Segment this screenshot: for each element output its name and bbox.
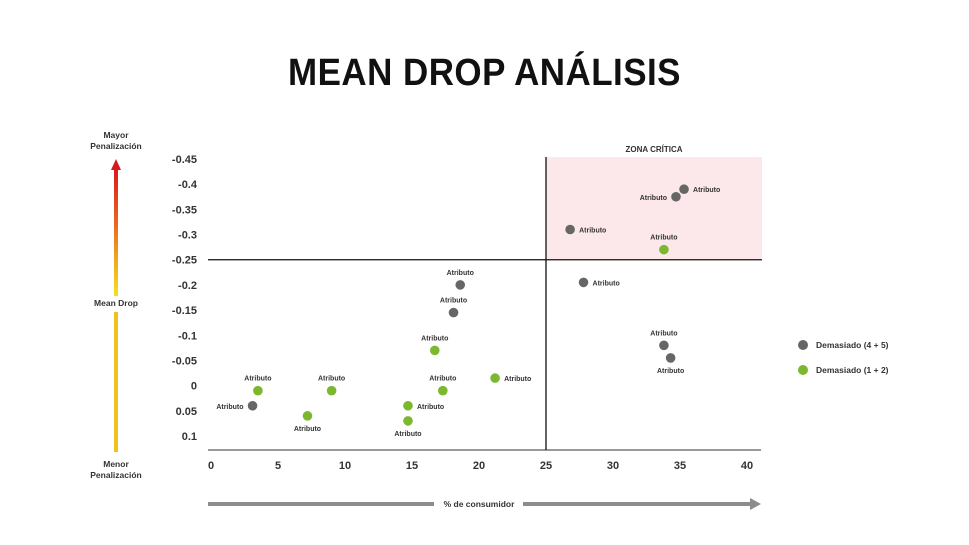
x-tick-label: 25 (540, 460, 552, 472)
point-label: Atributo (417, 404, 444, 411)
data-point-green (429, 345, 440, 356)
point-label: Atributo (593, 280, 620, 287)
x-tick-label: 35 (674, 460, 686, 472)
y-tick-label: -0.15 (172, 305, 197, 317)
data-point-green (438, 385, 448, 396)
legend: Demasiado (4 + 5) Demasiado (1 + 2) (798, 340, 889, 375)
point-label: Atributo (244, 376, 271, 383)
arrow-up-icon (111, 159, 121, 170)
y-tick-label: -0.2 (178, 280, 197, 292)
data-point-green (403, 416, 413, 426)
scale-top-label-line1: Mayor (103, 130, 129, 140)
point-label: Atributo (429, 376, 456, 383)
y-tick-label: -0.35 (172, 204, 197, 216)
x-tick-label: 40 (741, 460, 753, 472)
arrow-right-icon (750, 498, 761, 510)
data-point-green (659, 244, 669, 255)
point-label: Atributo (294, 426, 321, 433)
point-label: Atributo (650, 235, 677, 242)
critical-zone (546, 157, 762, 260)
data-point-green (490, 373, 500, 383)
data-point-dark (448, 307, 459, 318)
y-tick-label: 0.1 (182, 431, 197, 443)
x-tick-label: 20 (473, 460, 485, 472)
data-point-green (326, 385, 337, 396)
y-tick-label: -0.25 (172, 255, 197, 267)
data-point-dark (565, 224, 575, 235)
page-title: MEAN DROP ANÁLISIS (288, 52, 681, 94)
point-label: Atributo (693, 187, 720, 194)
data-points: Atributo Atributo Atributo Atributo Atributo… (216, 184, 720, 438)
point-label: Atributo (318, 376, 345, 383)
scale-arrow-upper (114, 168, 118, 296)
data-point-dark (578, 277, 589, 288)
data-point-dark (665, 353, 676, 363)
y-tick-label: -0.45 (172, 154, 197, 166)
point-label: Atributo (504, 376, 531, 383)
data-point-dark (455, 280, 466, 290)
x-tick-label: 15 (406, 460, 418, 472)
legend-marker-green (798, 365, 808, 375)
data-point-dark (659, 340, 669, 351)
x-tick-label: 0 (208, 460, 214, 472)
x-caption-arrow-left (208, 502, 434, 506)
legend-label-dark: Demasiado (4 + 5) (816, 340, 889, 350)
legend-label-green: Demasiado (1 + 2) (816, 365, 889, 375)
y-tick-label: -0.4 (178, 179, 198, 191)
point-label: Atributo (640, 195, 667, 202)
data-point-green (253, 385, 263, 396)
point-label: Atributo (579, 228, 606, 235)
y-tick-label: 0 (191, 381, 197, 393)
data-point-dark (247, 400, 258, 411)
y-tick-label: 0.05 (176, 406, 197, 418)
point-label: Atributo (216, 404, 243, 411)
x-tick-labels: 0 5 10 15 20 25 30 35 40 (208, 460, 753, 472)
data-point-dark (679, 184, 689, 195)
scale-arrow-lower (114, 312, 118, 452)
x-tick-label: 10 (339, 460, 351, 472)
point-label: Atributo (421, 335, 448, 342)
point-label: Atributo (447, 270, 474, 277)
x-axis-caption: % de consumidor (444, 499, 516, 509)
point-label: Atributo (440, 298, 467, 305)
point-label: Atributo (650, 330, 677, 337)
x-caption-arrow-right (523, 502, 751, 506)
x-tick-label: 30 (607, 460, 619, 472)
y-tick-label: -0.3 (178, 230, 197, 242)
legend-marker-dark (798, 340, 808, 350)
data-point-green (302, 411, 313, 421)
scale-middle-label: Mean Drop (94, 298, 138, 308)
data-point-dark (671, 191, 681, 202)
y-tick-label: -0.05 (172, 355, 197, 367)
x-tick-label: 5 (275, 460, 281, 472)
point-label: Atributo (394, 431, 421, 438)
point-label: Atributo (657, 368, 684, 375)
scale-top-label-line2: Penalización (90, 141, 142, 151)
scale-bottom-label-line1: Menor (103, 459, 129, 469)
scale-bottom-label-line2: Penalización (90, 470, 142, 480)
data-point-green (403, 400, 413, 411)
y-tick-labels: -0.45 -0.4 -0.35 -0.3 -0.25 -0.2 -0.15 -0.1 -0.0… (172, 154, 198, 443)
critical-zone-label: ZONA CRÍTICA (625, 145, 682, 154)
y-tick-label: -0.1 (178, 330, 197, 342)
